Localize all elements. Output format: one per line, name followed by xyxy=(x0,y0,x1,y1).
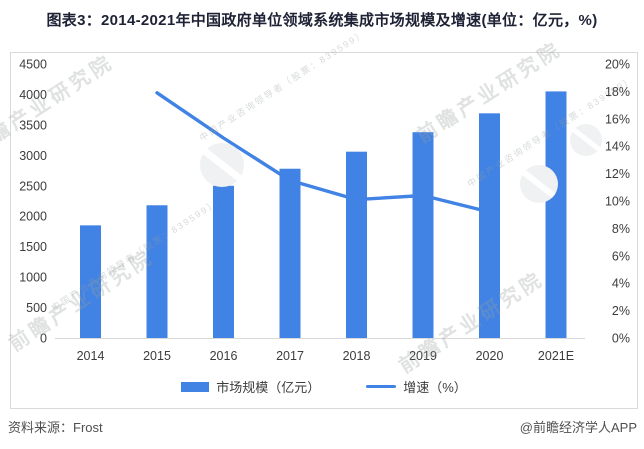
y-left-tick-label: 3500 xyxy=(19,118,47,132)
y-left-tick-label: 4500 xyxy=(19,58,47,72)
legend-label-growth: 增速（%） xyxy=(403,380,467,395)
y-left-tick-label: 2500 xyxy=(19,179,47,193)
growth-line xyxy=(155,91,492,214)
bar xyxy=(146,205,168,338)
page-title: 图表3：2014-2021年中国政府单位领域系统集成市场规模及增速(单位：亿元，… xyxy=(46,12,598,29)
bar xyxy=(412,132,434,338)
y-right-tick-label: 6% xyxy=(612,249,630,263)
y-right-tick-label: 4% xyxy=(612,277,630,291)
y-left-tick-label: 3000 xyxy=(19,149,47,163)
legend-label-market: 市场规模（亿元） xyxy=(216,380,321,395)
y-left-tick-label: 1500 xyxy=(19,240,47,254)
bar xyxy=(545,91,567,339)
y-right-tick-label: 14% xyxy=(605,140,630,154)
bar xyxy=(279,168,301,338)
y-right-tick-label: 2% xyxy=(612,304,630,318)
y-left-tick-label: 2000 xyxy=(19,210,47,224)
y-right-tick-label: 10% xyxy=(605,195,630,209)
y-right-tick-label: 20% xyxy=(605,58,630,72)
x-tick-label: 2017 xyxy=(276,349,304,363)
x-tick-label: 2016 xyxy=(210,349,238,363)
y-left-tick-label: 1000 xyxy=(19,271,47,285)
bar xyxy=(80,225,101,338)
x-tick-label: 2018 xyxy=(343,349,371,363)
line-swatch-icon xyxy=(366,384,397,389)
y-left-tick-label: 0 xyxy=(40,332,47,346)
y-right-tick-label: 16% xyxy=(605,112,630,126)
source-text: 资料来源：Frost xyxy=(8,420,103,435)
y-right-tick-label: 8% xyxy=(612,222,630,236)
bar xyxy=(479,113,500,338)
credit-text: @前瞻经济学人APP xyxy=(519,420,637,435)
bar xyxy=(346,151,367,338)
bar-swatch-icon xyxy=(181,381,210,392)
chart-canvas: 0 500 1000 1500 2000 2500 3000 3500 4000 4500 0% 2%… xyxy=(19,58,630,364)
y-left-tick-label: 4000 xyxy=(19,88,47,102)
y-right-tick-label: 0% xyxy=(612,332,630,346)
chart-frame: 0 500 1000 1500 2000 2500 3000 3500 4000 4500 0% 2%… xyxy=(10,52,638,409)
legend-item-growth: 增速（%） xyxy=(366,377,467,396)
footer: 资料来源：Frost @前瞻经济学人APP xyxy=(8,417,637,436)
bar xyxy=(213,185,234,338)
x-tick-label: 2020 xyxy=(476,349,504,363)
x-tick-label: 2019 xyxy=(409,349,437,363)
legend: 市场规模（亿元） 增速（%） xyxy=(11,377,637,396)
x-tick-label: 2015 xyxy=(143,349,171,363)
y-left-tick-label: 500 xyxy=(26,301,47,315)
y-right-tick-label: 12% xyxy=(605,167,630,181)
y-right-tick-label: 18% xyxy=(605,85,630,99)
legend-item-market: 市场规模（亿元） xyxy=(181,377,320,396)
x-tick-label: 2021E xyxy=(538,349,574,363)
x-tick-label: 2014 xyxy=(77,349,105,363)
